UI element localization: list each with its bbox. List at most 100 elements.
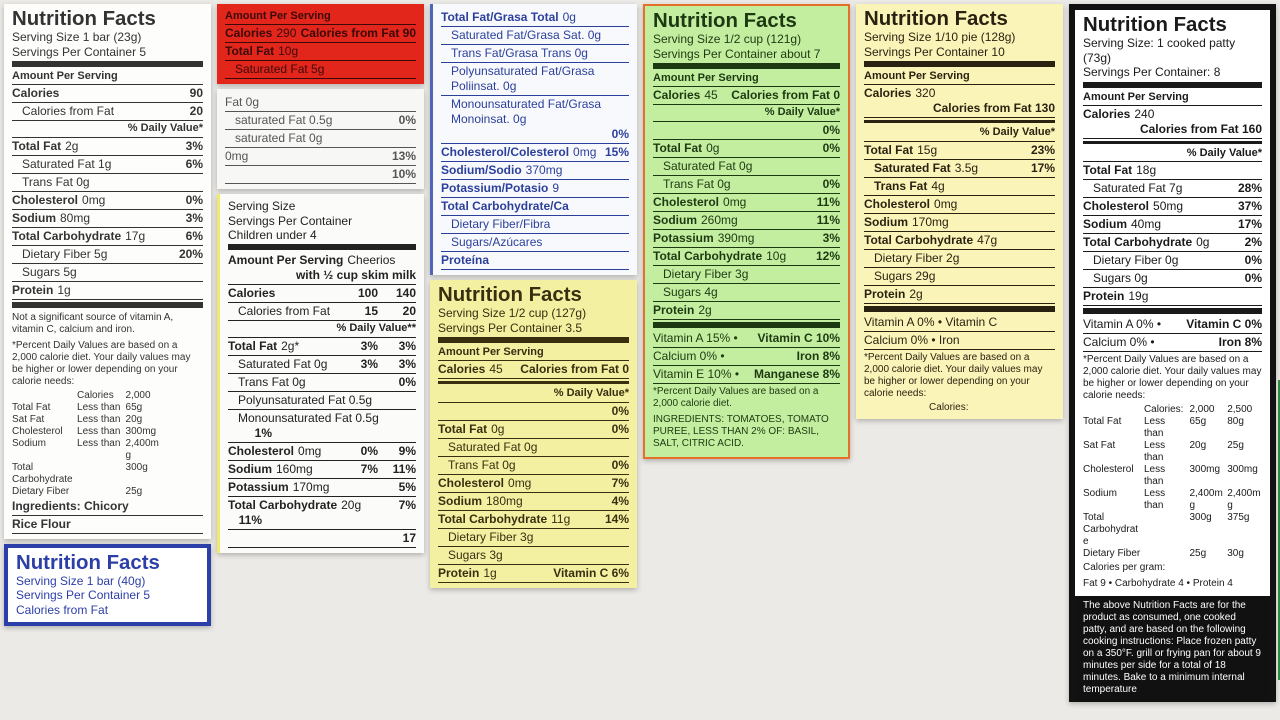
label-line: 10%: [225, 166, 416, 185]
line-text: 9: [552, 181, 560, 195]
label-line: Vitamin A 15% • Vitamin C 10%: [653, 330, 840, 348]
line-value: 3%: [822, 230, 840, 245]
label-line: Serving Size: 1 cooked patty (73g): [1083, 36, 1262, 65]
line-text: 170mg: [292, 479, 330, 494]
nutrient-name: Total Fat: [653, 140, 703, 155]
line-text: Saturated Fat 5g: [235, 62, 325, 77]
label-line: Sugars 4g: [653, 284, 840, 302]
label-line: Total Carbohydrate 10g 12%: [653, 248, 840, 266]
label-column-4: Nutrition Facts Serving Size 1/2 cup (121…: [643, 4, 850, 459]
line-text: Saturated Fat 0g: [663, 158, 753, 173]
label-line: Trans Fat 0g: [12, 174, 203, 192]
label-line: Nutrition Facts: [16, 552, 199, 574]
line-text: 0g: [1196, 234, 1210, 249]
line-value: 11%: [816, 212, 840, 227]
line-text: Trans Fat 0g: [663, 176, 731, 191]
label-line: Calories 90: [12, 85, 203, 104]
label-line: Sugars 3g: [438, 547, 629, 565]
line-text: Calcium 0% •: [1083, 334, 1155, 349]
label-line: Calories 45 Calories from Fat 0: [438, 361, 629, 380]
line-text: 40mg: [1131, 216, 1162, 231]
line-text: Serving Size 1 bar (23g): [12, 30, 142, 45]
nutrient-name: Proteína: [441, 253, 490, 267]
table-cell: 300g: [1189, 511, 1212, 523]
table-cell: [1144, 548, 1187, 560]
nutrient-name: Rice Flour: [12, 516, 71, 531]
line-value: 28%: [1237, 180, 1262, 195]
line-text: Servings Per Container: [228, 213, 353, 228]
line-text: Dietary Fiber 5g: [22, 246, 108, 261]
line-text: Saturated Fat 1g: [22, 156, 112, 171]
label-line: Calories from Fat 20: [12, 103, 203, 122]
nutrient-name: Sodium: [12, 210, 56, 225]
label-line: Nutrition Facts: [1083, 14, 1262, 36]
line-value: 3%: [185, 138, 203, 153]
label-line: Protein 19g: [1083, 288, 1262, 306]
nutrition-label-white-top: Fat 0g saturated Fat 0.5g 0% saturated Fat …: [217, 89, 424, 190]
label-line: *Percent Daily Values are based on a 2,0…: [864, 350, 1055, 402]
nutrient-name: Amount Per Serving: [228, 253, 344, 268]
label-line: % Daily Value*: [438, 386, 629, 403]
nutrient-name: Total Carbohydrate: [228, 497, 338, 512]
table-cell: [1144, 512, 1187, 548]
nutrient-name: Total Carbohydrate: [1083, 234, 1193, 249]
line-text: Nutrition Facts: [438, 284, 582, 306]
table-cell: Less than: [1143, 463, 1166, 487]
table-cell: 25g: [1189, 547, 1207, 559]
nutrient-name: Total Carbohydrate/Ca: [441, 199, 569, 213]
divider-bar: [864, 61, 1055, 68]
line-text: Monounsaturated Fat 0.5g: [238, 410, 379, 425]
label-line: Nutrition Facts: [12, 8, 203, 30]
nutrient-name: Protein: [864, 286, 906, 301]
table-cell: [77, 462, 123, 486]
label-line: Trans Fat/Grasa Trans 0g: [441, 45, 629, 63]
line-value: 5%: [398, 479, 416, 494]
label-line: Amount Per Serving: [864, 69, 1055, 86]
label-line: Amount Per Serving Cheerios with ½ cup ski…: [228, 252, 416, 286]
table-cell: [166, 426, 203, 438]
line-text: Fat 9 • Carbohydrate 4 • Protein 4: [1083, 577, 1233, 589]
label-line: Dietary Fiber 2g: [864, 250, 1055, 268]
label-line: Proteína: [441, 252, 629, 270]
label-line: Saturated Fat 0g 3% 3%: [228, 356, 416, 374]
table-cell: [978, 402, 1015, 414]
label-line: Trans Fat 4g: [864, 178, 1055, 196]
label-line: Total Carbohydrate 11g 14%: [438, 511, 629, 529]
nutrient-name: Protein: [438, 565, 480, 580]
line-text: Trans Fat 0g: [448, 457, 516, 472]
label-line: Total Fat 2g 3%: [12, 138, 203, 156]
label-column-2: Amount Per Serving Calories 290 Calories fr…: [217, 4, 424, 553]
line-text: 2g: [909, 286, 923, 301]
label-line: Cholesterol 50mg 37%: [1083, 198, 1262, 216]
divider-bar: [12, 61, 203, 68]
line-text: Serving Size 1/10 pie (128g): [864, 30, 1016, 45]
nutrient-name: Sodium: [228, 461, 272, 476]
label-line: Saturated Fat 0g: [653, 158, 840, 176]
label-line: Fat 0g: [225, 94, 416, 113]
label-line: saturated Fat 0.5g 0%: [225, 112, 416, 131]
nutrient-name: Trans Fat: [874, 178, 928, 193]
table-cell: [166, 402, 203, 414]
table-cell: Sat Fat: [1083, 439, 1116, 451]
nutrient-name: Sodium: [1083, 216, 1127, 231]
line-text: 0mg: [298, 443, 322, 458]
line-text: 47g: [977, 232, 998, 247]
label-line: Sodium Less than 2,400mg 2,400mg: [1083, 488, 1262, 512]
line-text: 260mg: [701, 212, 738, 227]
nutrient-name: Total Fat/Grasa Total: [441, 10, 559, 24]
line-text: % Daily Value*: [553, 387, 629, 400]
nutrient-name: Potassium/Potasio: [441, 181, 549, 195]
label-line: Sodium 160mg 7% 11%: [228, 461, 416, 479]
nutrition-label-red: Amount Per Serving Calories 290 Calories fr…: [217, 4, 424, 85]
label-line: The above Nutrition Facts are for the pr…: [1075, 595, 1270, 702]
label-line: Protein 2g: [653, 302, 840, 320]
label-line: Cholesterol 0mg 0% 9%: [228, 443, 416, 461]
divider-bar: [653, 63, 840, 70]
label-line: Total Fat Less than 65g: [12, 402, 203, 414]
line-value: 17%: [1237, 216, 1262, 231]
label-line: Calories 2,000: [12, 390, 203, 402]
line-text: 80mg: [60, 210, 91, 225]
label-line: Dietary Fiber 25g: [12, 486, 203, 498]
line-text: INGREDIENTS: TOMATOES, TOMATO PUREE, LES…: [653, 413, 829, 449]
line-text: 370mg: [525, 163, 563, 177]
